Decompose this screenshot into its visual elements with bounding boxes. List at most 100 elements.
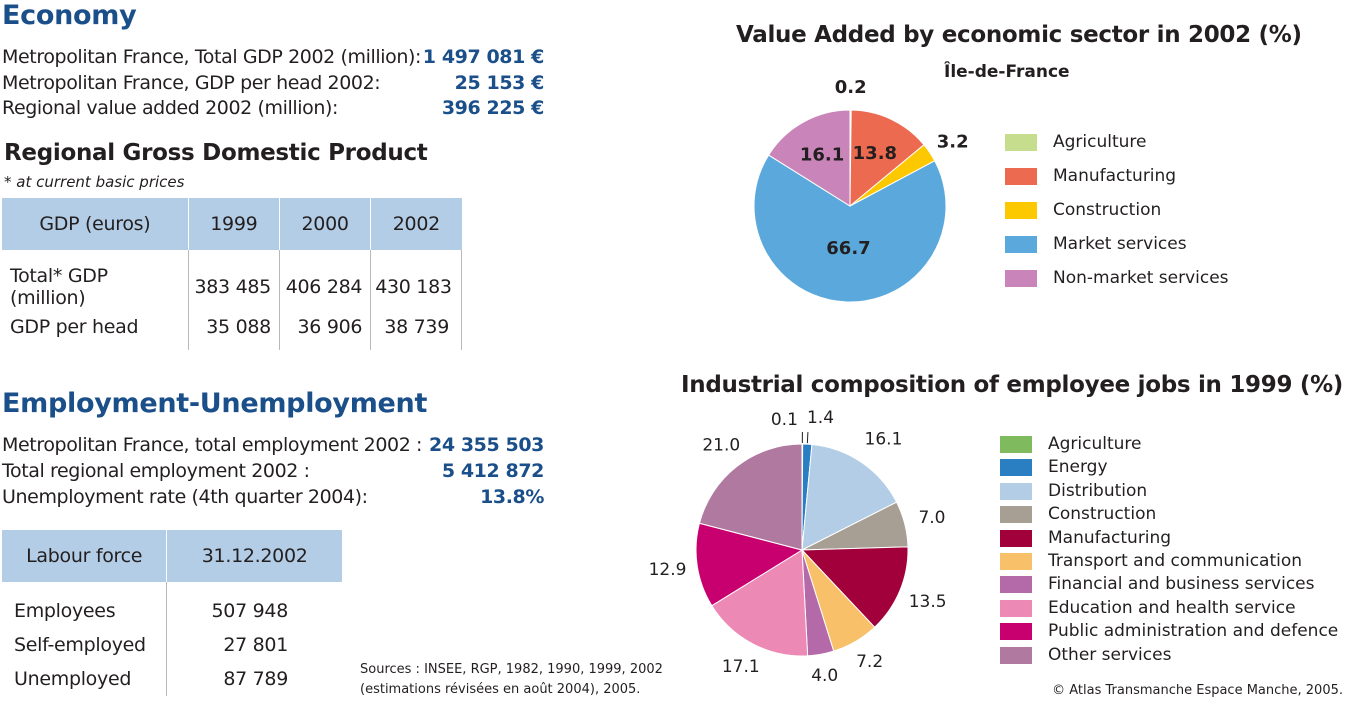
economy-row-value: 396 225 € <box>441 97 545 119</box>
legend-swatch <box>1000 599 1032 617</box>
gdp-table-cell: 430 183 <box>370 264 462 310</box>
copyright: © Atlas Transmanche Espace Manche, 2005. <box>1052 683 1343 698</box>
employment-row-regional: Total regional employment 2002 : 5 412 8… <box>2 460 544 484</box>
economy-row-label: Regional value added 2002 (million): <box>2 97 339 119</box>
employment-row-label: Total regional employment 2002 : <box>2 460 310 482</box>
legend-swatch <box>1000 482 1032 500</box>
pie-chart-value-added: 0.2 13.8 3.2 66.7 16.1 <box>753 77 969 303</box>
legend-label: Energy <box>1048 457 1108 478</box>
pie-slice-education-and-health-service <box>711 549 809 657</box>
data-label: 21.0 <box>702 436 740 456</box>
employment-row-value: 24 355 503 <box>429 434 544 456</box>
legend-label: Financial and business services <box>1048 574 1315 595</box>
gdp-table-cell: 36 906 <box>279 310 372 344</box>
data-label: 0.2 <box>835 77 867 98</box>
gdp-table-cell: 35 088 <box>188 310 280 344</box>
chart-subtitle: Île-de-France <box>944 62 1070 82</box>
legend-swatch <box>1005 236 1037 253</box>
economy-row-value: 25 153 € <box>454 72 545 94</box>
pie-slice-manufacturing <box>849 109 925 208</box>
table-row: GDP per head 35 088 36 906 38 739 <box>2 310 462 344</box>
labour-table-cell: Unemployed <box>2 662 168 696</box>
data-label: 13.8 <box>853 143 897 164</box>
labour-table-cell: 507 948 <box>211 600 289 622</box>
sources-line: Sources : INSEE, RGP, 1982, 1990, 1999, … <box>360 662 663 677</box>
gdp-table-title: Regional Gross Domestic Product <box>4 140 428 166</box>
employment-row-value: 13.8% <box>480 486 544 508</box>
legend-swatch <box>1005 168 1037 185</box>
gdp-table-header-cell: 2002 <box>370 198 462 250</box>
economy-row-gdp-head: Metropolitan France, GDP per head 2002: … <box>2 72 544 96</box>
legend-value-added: Agriculture Manufacturing Construction Mark… <box>1005 132 1265 302</box>
sources-note: Sources : INSEE, RGP, 1982, 1990, 1999, … <box>360 660 663 700</box>
data-label: 7.0 <box>918 508 945 528</box>
data-label: 12.9 <box>649 560 687 580</box>
data-label: 13.5 <box>909 592 947 612</box>
pie-slice-other-services <box>698 443 803 551</box>
gdp-table-header-cell: 2000 <box>278 198 371 250</box>
employment-row-label: Metropolitan France, total employment 20… <box>2 434 423 456</box>
pie-slice-public-administration-and-defence <box>695 522 804 607</box>
data-label: 0.1 <box>771 410 798 430</box>
gdp-table-cell: 383 485 <box>188 264 280 310</box>
legend-label: Other services <box>1048 644 1172 665</box>
legend-label: Construction <box>1048 504 1157 525</box>
legend-label: Agriculture <box>1048 434 1142 454</box>
economy-row-value: 1 497 081 € <box>422 46 545 68</box>
legend-label: Public administration and defence <box>1048 621 1339 642</box>
legend-label: Agriculture <box>1053 132 1147 152</box>
table-row: Self-employed 27 801 <box>2 628 342 662</box>
gdp-table-header-cell: 1999 <box>187 198 280 250</box>
legend-swatch <box>1000 623 1032 641</box>
gdp-table-note: * at current basic prices <box>4 173 185 191</box>
gdp-table-cell: 38 739 <box>370 310 462 344</box>
pie-slice-market-services <box>753 154 947 303</box>
pie-chart-employee-jobs: 0.1 1.4 16.1 7.0 13.5 7.2 4.0 17.1 12.9 21.0 <box>649 408 947 686</box>
legend-label: Transport and communication <box>1048 551 1303 571</box>
table-row: Total* GDP (million) 383 485 406 284 430… <box>2 264 462 310</box>
gdp-table-header-cell: GDP (euros) <box>2 198 189 250</box>
economy-row-label: Metropolitan France, Total GDP 2002 (mil… <box>2 46 421 68</box>
labour-table-cell: Employees <box>2 594 168 628</box>
labour-table-header-cell: 31.12.2002 <box>166 530 342 582</box>
legend-label: Non-market services <box>1053 268 1229 288</box>
legend-label: Distribution <box>1048 480 1148 501</box>
legend-swatch <box>1000 529 1032 547</box>
labour-table: Labour force 31.12.2002 Employees 507 94… <box>2 530 342 696</box>
legend-label: Manufacturing <box>1048 527 1172 548</box>
employment-row-value: 5 412 872 <box>441 460 545 482</box>
gdp-table-cell: GDP per head <box>2 310 189 344</box>
data-label: 3.2 <box>937 132 969 153</box>
legend-swatch <box>1000 436 1032 453</box>
legend-swatch <box>1000 459 1032 477</box>
data-label: 7.2 <box>856 652 883 672</box>
legend-swatch <box>1000 646 1032 664</box>
labour-table-header: Labour force 31.12.2002 <box>2 530 342 582</box>
data-label: 4.0 <box>811 666 838 686</box>
employment-title: Employment-Unemployment <box>2 388 428 419</box>
legend-swatch <box>1000 553 1032 570</box>
table-row: Unemployed 87 789 <box>2 662 342 696</box>
legend-swatch <box>1000 506 1032 524</box>
legend-swatch <box>1005 134 1037 151</box>
label-leader-line <box>806 432 809 444</box>
legend-label: Market services <box>1053 234 1187 254</box>
labour-table-cell: 27 801 <box>223 634 288 656</box>
gdp-table-cell: 406 284 <box>279 264 372 310</box>
labour-table-cell: Self-employed <box>2 628 168 662</box>
legend-label: Education and health service <box>1048 597 1296 618</box>
employment-row-unemployment: Unemployment rate (4th quarter 2004): 13… <box>2 486 544 510</box>
sources-line: (estimations révisées en août 2004), 200… <box>360 682 641 697</box>
gdp-table-header: GDP (euros) 1999 2000 2002 <box>2 198 462 250</box>
pie-slice-non-market-services <box>767 109 851 207</box>
economy-row-value-added: Regional value added 2002 (million): 396… <box>2 97 544 121</box>
chart-title: Value Added by economic sector in 2002 (… <box>736 22 1302 48</box>
labour-table-cell: 87 789 <box>223 668 288 690</box>
economy-title: Economy <box>2 0 137 31</box>
economy-row-label: Metropolitan France, GDP per head 2002: <box>2 72 381 94</box>
legend-label: Manufacturing <box>1053 166 1177 186</box>
legend-label: Construction <box>1053 200 1162 220</box>
legend-swatch <box>1005 270 1037 287</box>
data-label: 17.1 <box>722 657 760 677</box>
gdp-table: GDP (euros) 1999 2000 2002 Total* GDP (m… <box>2 198 462 350</box>
